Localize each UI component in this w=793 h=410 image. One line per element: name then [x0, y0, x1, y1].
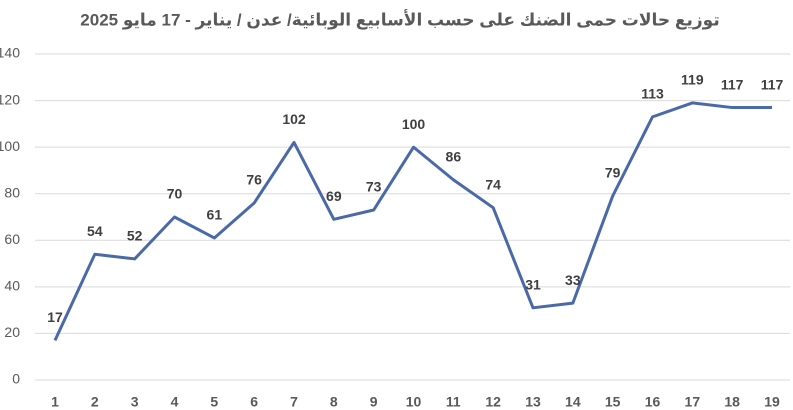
x-tick-label: 14 [565, 394, 581, 410]
x-tick-label: 5 [210, 394, 218, 410]
data-label: 100 [402, 116, 426, 132]
y-tick-label: 20 [4, 324, 20, 340]
data-label: 70 [167, 186, 183, 202]
data-label: 54 [87, 223, 103, 239]
x-tick-label: 7 [290, 394, 298, 410]
chart-title: توزيع حالات حمى الضنك على حسب الأسابيع ا… [80, 9, 719, 30]
x-tick-label: 6 [250, 394, 258, 410]
x-tick-label: 12 [485, 394, 501, 410]
data-label: 73 [366, 179, 382, 195]
y-tick-label: 140 [0, 45, 20, 61]
data-label: 74 [485, 176, 501, 192]
data-label: 52 [127, 228, 143, 244]
x-tick-label: 18 [724, 394, 740, 410]
data-label: 79 [605, 165, 621, 181]
x-tick-label: 19 [764, 394, 780, 410]
x-tick-label: 8 [330, 394, 338, 410]
data-label: 86 [446, 148, 462, 164]
y-tick-label: 0 [12, 371, 20, 387]
data-label: 117 [761, 76, 784, 92]
data-label: 17 [47, 309, 63, 325]
line [53, 101, 772, 342]
x-tick-label: 17 [685, 394, 701, 410]
data-label: 76 [246, 172, 262, 188]
x-tick-label: 2 [91, 394, 99, 410]
x-tick-label: 4 [171, 394, 179, 410]
data-label: 119 [681, 72, 704, 88]
y-tick-label: 80 [4, 184, 20, 200]
x-tick-label: 9 [370, 394, 378, 410]
x-tick-label: 1 [51, 394, 59, 410]
data-label: 113 [641, 86, 664, 102]
data-label: 117 [721, 76, 744, 92]
data-label: 102 [282, 111, 306, 127]
data-label: 61 [207, 207, 223, 223]
x-tick-label: 11 [446, 394, 461, 410]
y-tick-label: 120 [0, 91, 20, 107]
data-label: 69 [326, 188, 342, 204]
x-tick-label: 3 [131, 394, 139, 410]
x-tick-label: 10 [406, 394, 422, 410]
data-label: 31 [525, 277, 541, 293]
y-tick-label: 40 [4, 278, 20, 294]
x-tick-label: 13 [525, 394, 541, 410]
data-label: 33 [565, 272, 581, 288]
y-tick-label: 60 [4, 231, 20, 247]
x-tick-label: 16 [645, 394, 661, 410]
y-tick-label: 100 [0, 138, 20, 154]
x-tick-label: 15 [605, 394, 621, 410]
